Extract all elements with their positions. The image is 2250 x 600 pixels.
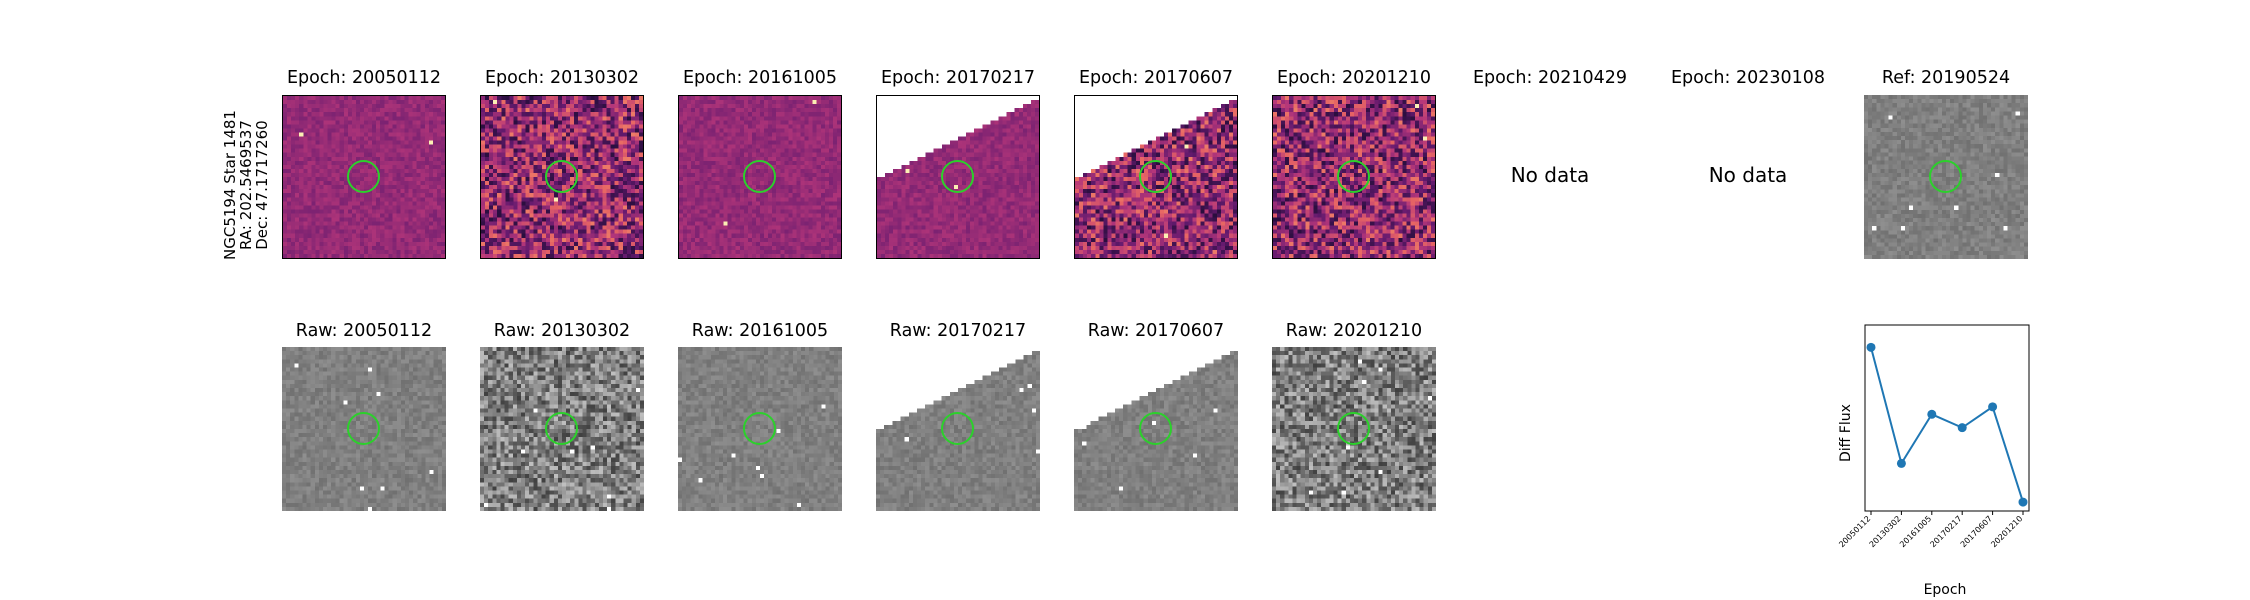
raw-title-5: Raw: 20201210 xyxy=(1285,321,1423,341)
raw-title-2: Raw: 20161005 xyxy=(691,321,829,341)
diff-flux-chart: 2005011220130302201610052017021720170607… xyxy=(1837,324,2030,549)
target-name: NGC5194 Star 1481 xyxy=(221,110,239,260)
diff-cutout-1 xyxy=(480,95,644,259)
data-point xyxy=(1866,342,1876,352)
diff-cutout-5 xyxy=(1272,95,1436,259)
chart-xlabel: Epoch xyxy=(1923,582,1967,598)
raw-cutout-5 xyxy=(1272,347,1436,511)
diff-cutout-0 xyxy=(282,95,446,259)
target-info: NGC5194 Star 1481 RA: 202.5469537 Dec: 4… xyxy=(221,110,271,260)
x-tick-label: 20130302 xyxy=(1868,514,1903,549)
ref-title-8: Ref: 20190524 xyxy=(1881,68,2011,88)
diff-cutout-2 xyxy=(678,95,842,259)
diff-title-6: Epoch: 20210429 xyxy=(1472,68,1628,88)
diff-title-1: Epoch: 20130302 xyxy=(484,68,640,88)
data-point xyxy=(1896,458,1906,468)
raw-cutout-2 xyxy=(678,347,842,511)
series-line xyxy=(1870,347,2024,503)
raw-cutout-3 xyxy=(876,347,1040,511)
diff-cutout-4 xyxy=(1074,95,1238,259)
x-tick-label: 20170217 xyxy=(1928,514,1963,549)
raw-cutout-4 xyxy=(1074,347,1238,511)
aperture-circle xyxy=(1929,160,1962,193)
aperture-circle xyxy=(545,412,578,445)
raw-title-3: Raw: 20170217 xyxy=(889,321,1027,341)
diff-no-data-6: No data xyxy=(1510,163,1590,187)
diff-title-5: Epoch: 20201210 xyxy=(1276,68,1432,88)
aperture-circle xyxy=(1337,160,1370,193)
raw-title-0: Raw: 20050112 xyxy=(295,321,433,341)
target-dec: Dec: 47.1717260 xyxy=(253,120,271,250)
raw-title-4: Raw: 20170607 xyxy=(1087,321,1225,341)
raw-cutout-1 xyxy=(480,347,644,511)
diff-title-2: Epoch: 20161005 xyxy=(682,68,838,88)
target-ra: RA: 202.5469537 xyxy=(237,120,255,250)
diff-title-4: Epoch: 20170607 xyxy=(1078,68,1234,88)
aperture-circle xyxy=(941,160,974,193)
data-point xyxy=(1957,423,1967,433)
chart-ylabel: Diff Flux xyxy=(1838,404,1854,462)
diff-title-0: Epoch: 20050112 xyxy=(286,68,442,88)
diff-title-7: Epoch: 20230108 xyxy=(1670,68,1826,88)
raw-cutout-0 xyxy=(282,347,446,511)
aperture-circle xyxy=(347,412,380,445)
aperture-circle xyxy=(1139,412,1172,445)
x-tick-label: 20170607 xyxy=(1959,514,1994,549)
aperture-circle xyxy=(545,160,578,193)
aperture-circle xyxy=(347,160,380,193)
aperture-circle xyxy=(1337,412,1370,445)
data-point xyxy=(1927,409,1937,419)
diff-title-3: Epoch: 20170217 xyxy=(880,68,1036,88)
diff-cutout-3 xyxy=(876,95,1040,259)
aperture-circle xyxy=(743,412,776,445)
ref-cutout-8 xyxy=(1864,95,2028,259)
diff-no-data-7: No data xyxy=(1708,163,1788,187)
x-tick-label: 20050112 xyxy=(1837,514,1872,549)
x-tick-label: 20201210 xyxy=(1989,514,2024,549)
aperture-circle xyxy=(743,160,776,193)
aperture-circle xyxy=(941,412,974,445)
data-point xyxy=(1988,402,1998,412)
data-point xyxy=(2018,497,2028,507)
raw-title-1: Raw: 20130302 xyxy=(493,321,631,341)
aperture-circle xyxy=(1139,160,1172,193)
plot-frame xyxy=(1864,324,2030,512)
x-tick-label: 20161005 xyxy=(1898,514,1933,549)
